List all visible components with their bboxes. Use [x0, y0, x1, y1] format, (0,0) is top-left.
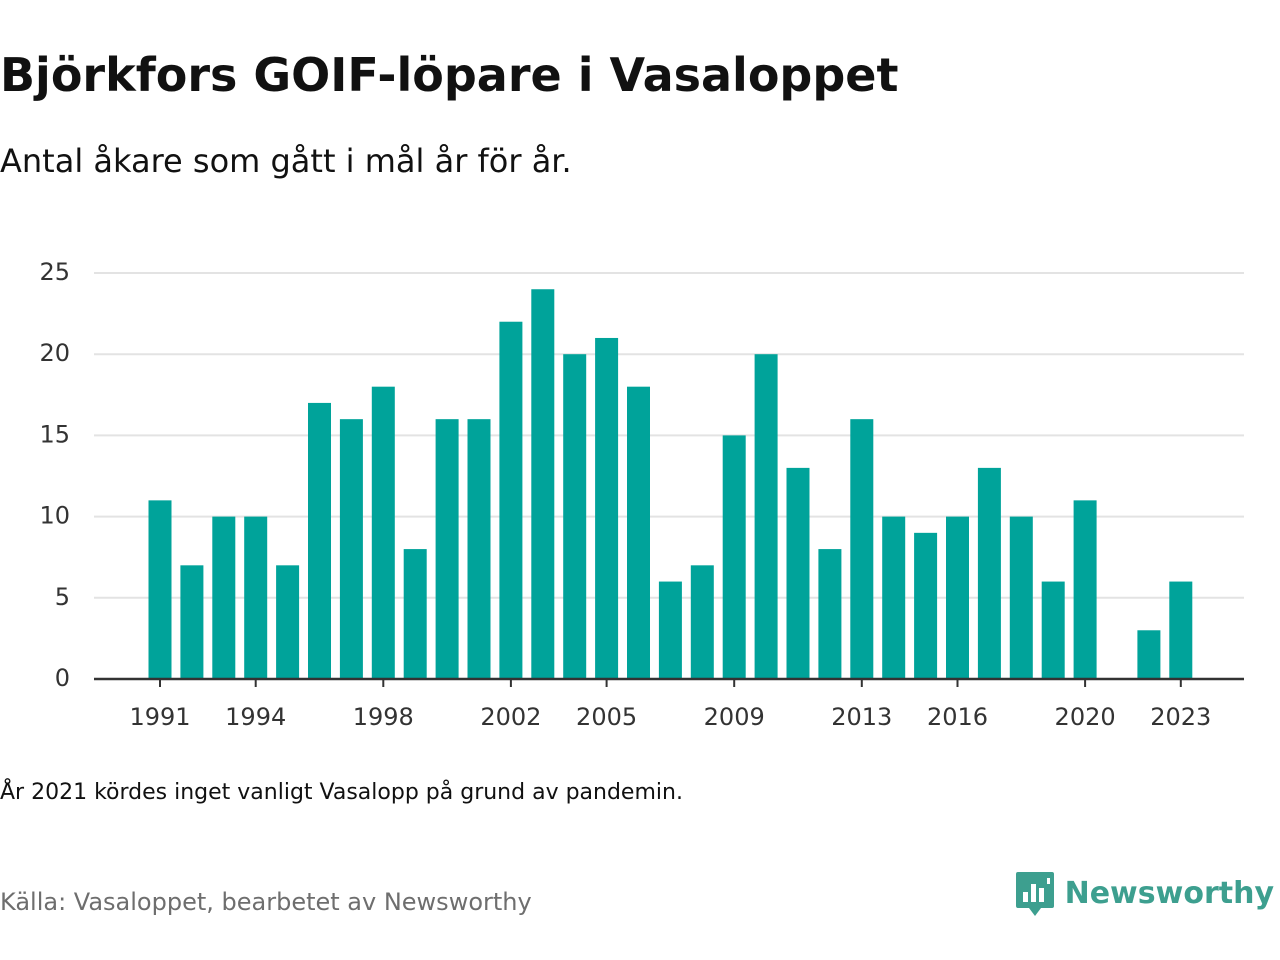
x-tick-label: 1998 — [353, 703, 414, 731]
bar-1995 — [276, 565, 300, 679]
bar-1999 — [403, 549, 427, 679]
bar-2000 — [435, 419, 459, 679]
bar-2014 — [882, 516, 906, 679]
bar-2011 — [786, 467, 810, 679]
source-text: Källa: Vasaloppet, bearbetet av Newswort… — [0, 888, 532, 916]
x-tick-label: 2016 — [927, 703, 988, 731]
bar-1998 — [371, 386, 395, 679]
y-tick-label: 0 — [55, 664, 70, 692]
bar-chart: 0 5 10 15 20 25 1991 1994 1998 2002 2005 2009 2013 20… — [39, 258, 1244, 731]
chart-subtitle: Antal åkare som gått i mål år för år. — [0, 142, 572, 180]
x-tick-label: 2009 — [704, 703, 765, 731]
y-tick-label: 10 — [39, 502, 70, 530]
x-tick-label: 2020 — [1055, 703, 1116, 731]
newsworthy-logo-icon — [1015, 872, 1054, 916]
bar-2023 — [1169, 581, 1193, 679]
bar-2015 — [914, 532, 938, 679]
bar-1992 — [180, 565, 204, 679]
brand-name: Newsworthy — [1064, 876, 1274, 911]
footnote: År 2021 kördes inget vanligt Vasalopp på… — [0, 780, 683, 805]
x-tick-label: 2002 — [480, 703, 541, 731]
bar-2002 — [499, 321, 523, 679]
x-tick-label: 1991 — [129, 703, 190, 731]
bar-2010 — [754, 354, 778, 679]
brand-logo: Newsworthy — [1015, 870, 1274, 918]
bar-1993 — [212, 516, 236, 679]
x-tick-label: 2023 — [1150, 703, 1211, 731]
x-tick-label: 2013 — [831, 703, 892, 731]
bar-2006 — [627, 386, 650, 679]
y-tick-label: 15 — [39, 420, 70, 448]
bar-2005 — [595, 337, 619, 679]
x-tick-label: 1994 — [225, 703, 286, 731]
bar-2008 — [690, 565, 714, 679]
y-tick-label: 5 — [55, 583, 70, 611]
bar-2003 — [531, 289, 555, 679]
bar-2018 — [1009, 516, 1033, 679]
bar-1997 — [339, 419, 363, 679]
bar-1996 — [308, 402, 331, 679]
axes: 0 5 10 15 20 25 1991 1994 1998 2002 2005 2009 2013 20… — [39, 258, 1244, 731]
bar-2020 — [1073, 500, 1097, 679]
bar-2004 — [563, 354, 587, 679]
bar-2012 — [818, 549, 842, 679]
bar-2022 — [1137, 630, 1161, 679]
bar-2009 — [722, 435, 746, 679]
bar-2017 — [977, 467, 1001, 679]
bar-1991 — [148, 500, 172, 679]
y-tick-label: 20 — [39, 339, 70, 367]
bar-2007 — [658, 581, 682, 679]
x-tick-label: 2005 — [576, 703, 637, 731]
bar-2001 — [467, 419, 491, 679]
y-tick-label: 25 — [39, 258, 70, 286]
bar-2016 — [946, 516, 969, 679]
bars — [148, 289, 1193, 679]
bar-2019 — [1041, 581, 1065, 679]
bar-1994 — [244, 516, 268, 679]
bar-2013 — [850, 419, 874, 679]
chart-title: Björkfors GOIF-löpare i Vasaloppet — [0, 48, 899, 102]
